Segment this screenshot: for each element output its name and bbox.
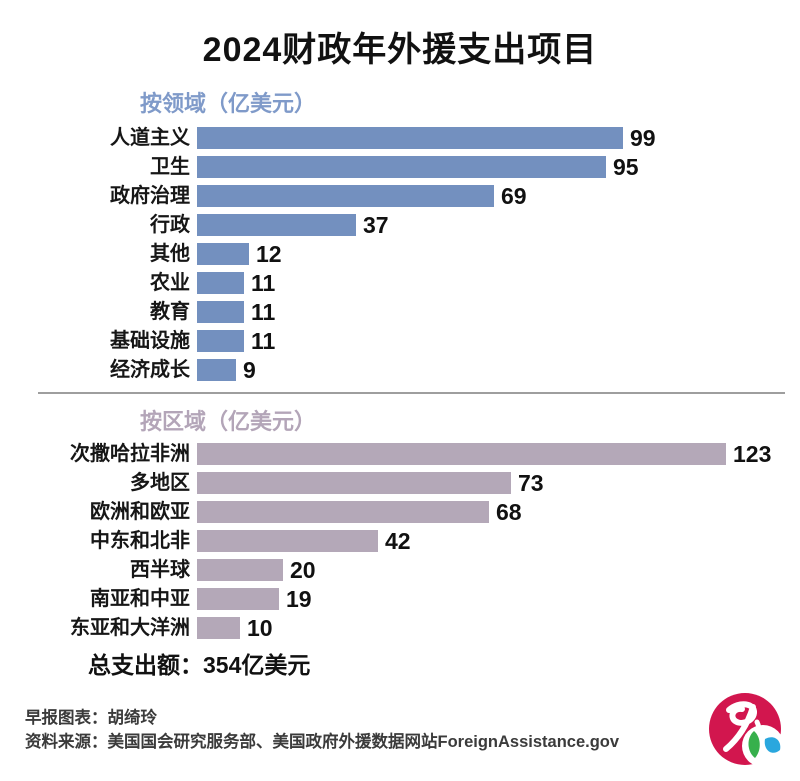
bar-value: 19 [286,586,312,612]
bar-row: 基础设施 11 [0,328,800,354]
page-title: 2024财政年外援支出项目 [202,31,598,69]
bar-label: 其他 [150,243,190,265]
bar-label: 基础设施 [110,330,190,352]
bar [197,617,240,639]
bar-row: 次撒哈拉非洲 123 [0,441,800,467]
section-divider [38,392,785,394]
bar-label: 经济成长 [110,359,190,381]
bar-value: 11 [251,270,276,296]
bar-row: 行政 37 [0,212,800,238]
sector-bar-chart: 人道主义 99 卫生 95 政府治理 69 行政 37 其他 12 农业 11 教育 11 基础设施 11 经济… [0,127,800,388]
bar-value: 69 [501,183,527,209]
bar-value: 12 [256,241,282,267]
bar [197,156,606,178]
bar-value: 11 [251,328,276,354]
bar-value: 11 [251,299,276,325]
bar [197,301,244,323]
footer-credit: 早报图表：胡绮玲 [25,709,157,727]
bar [197,559,283,581]
bar-value: 20 [290,557,316,583]
bar-row: 经济成长 9 [0,357,800,383]
bar-row: 南亚和中亚 19 [0,586,800,612]
bar-label: 教育 [150,301,190,323]
bar [197,359,236,381]
bar-row: 西半球 20 [0,557,800,583]
bar [197,443,726,465]
bar-label: 卫生 [150,156,190,178]
bar-row: 东亚和大洋洲 10 [0,615,800,641]
bar [197,127,623,149]
bar-label: 欧洲和欧亚 [90,501,190,523]
region-chart-heading: 按区域（亿美元） [140,409,317,434]
bar-label: 行政 [150,214,190,236]
bar-label: 东亚和大洋洲 [70,617,190,639]
bar-row: 政府治理 69 [0,183,800,209]
bar-label: 南亚和中亚 [90,588,190,610]
bar-row: 农业 11 [0,270,800,296]
bar-row: 人道主义 99 [0,125,800,151]
bar-row: 卫生 95 [0,154,800,180]
zaobao-logo-icon [709,693,784,767]
bar-value: 95 [613,154,639,180]
bar-value: 37 [363,212,389,238]
bar [197,472,511,494]
bar-label: 西半球 [130,559,190,581]
bar-value: 99 [630,125,656,151]
bar-label: 人道主义 [110,127,190,149]
bar-row: 其他 12 [0,241,800,267]
bar [197,501,489,523]
bar-value: 10 [247,615,273,641]
bar [197,214,356,236]
bar-label: 政府治理 [110,185,190,207]
bar-value: 42 [385,528,411,554]
bar-row: 教育 11 [0,299,800,325]
bar-row: 中东和北非 42 [0,528,800,554]
bar-value: 123 [733,441,772,467]
bar [197,330,244,352]
bar-label: 农业 [150,272,190,294]
logo-blue-drop [764,737,781,753]
bar-row: 欧洲和欧亚 68 [0,499,800,525]
bar [197,185,494,207]
bar-label: 次撒哈拉非洲 [70,443,190,465]
bar [197,272,244,294]
bar-label: 中东和北非 [90,530,190,552]
sector-chart-heading: 按领域（亿美元） [140,91,317,116]
bar-value: 68 [496,499,522,525]
bar [197,243,249,265]
region-bar-chart: 次撒哈拉非洲 123 多地区 73 欧洲和欧亚 68 中东和北非 42 西半球 20 南亚和中亚 19… [0,443,800,646]
bar-label: 多地区 [130,472,190,494]
bar-value: 9 [243,357,256,383]
bar-value: 73 [518,470,544,496]
logo-glyph-stroke [723,704,756,752]
bar [197,530,378,552]
total-expenditure: 总支出额：354亿美元 [88,652,311,678]
footer-source: 资料来源：美国国会研究服务部、美国政府外援数据网站ForeignAssistan… [25,733,620,751]
bar-row: 多地区 73 [0,470,800,496]
logo-green-drop [748,731,760,758]
bar [197,588,279,610]
